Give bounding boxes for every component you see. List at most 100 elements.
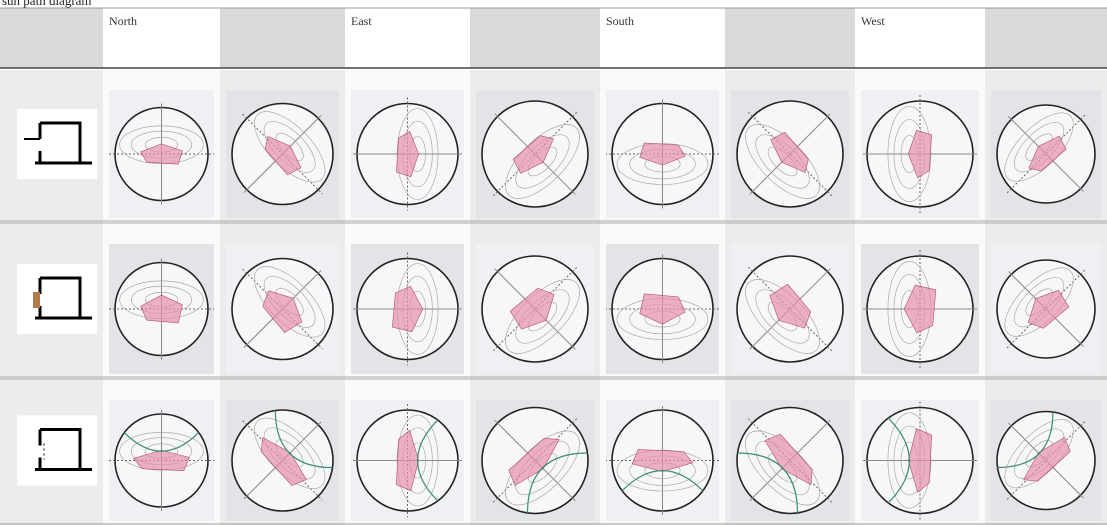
- shade-mask: [140, 294, 183, 324]
- sun-path-diagram: [731, 244, 849, 374]
- sun-arc: [505, 124, 580, 199]
- shading-icon: [17, 109, 97, 179]
- sun-path-diagram: [731, 400, 849, 521]
- sun-arc: [887, 412, 932, 509]
- diagram-lines: [606, 99, 719, 209]
- sun-path-diagram: [861, 400, 979, 521]
- sun-arc: [254, 111, 326, 183]
- shade-line: [737, 452, 799, 513]
- sun-arc: [119, 125, 204, 164]
- diagram-lines: [997, 411, 1086, 500]
- diagram-lines: [863, 250, 977, 368]
- sun-path-diagram: [109, 90, 214, 218]
- sun-arc: [745, 124, 820, 199]
- sun-path-diagram: [476, 244, 594, 374]
- sun-arc: [254, 417, 326, 489]
- shade-mask: [392, 285, 423, 333]
- icon-frame: [17, 109, 97, 179]
- shade-mask: [1028, 135, 1067, 172]
- diagram-lines: [745, 266, 833, 354]
- shade-mask: [512, 135, 554, 174]
- shade-mask: [396, 130, 419, 178]
- diagram-lines: [492, 266, 580, 354]
- shade-mask: [764, 433, 813, 486]
- diagram-lines: [737, 418, 833, 513]
- icon-wall: [35, 276, 92, 320]
- shade-line: [526, 452, 588, 513]
- diagram-lines: [1004, 112, 1086, 194]
- column-shade: [220, 8, 345, 68]
- shade-line: [274, 410, 333, 469]
- sun-path-diagram: [226, 244, 339, 374]
- shade-mask: [639, 142, 686, 166]
- shade-line: [621, 470, 704, 492]
- shade-mask: [908, 129, 932, 179]
- sun-path-diagram: [731, 90, 849, 218]
- sun-arc: [616, 143, 709, 185]
- icon-fin: [33, 292, 40, 308]
- sun-arc: [1004, 112, 1074, 182]
- sun-path-diagram: [606, 400, 719, 521]
- sun-path-diagram: [226, 400, 339, 521]
- diagram-lines: [109, 410, 214, 511]
- diagram-lines: [109, 103, 214, 205]
- shade-mask: [260, 437, 307, 486]
- diagram-lines: [492, 111, 580, 199]
- diagram-lines: [863, 401, 977, 520]
- diagram-lines: [606, 406, 719, 515]
- sun-arc: [396, 414, 439, 507]
- diagram-lines: [745, 111, 833, 199]
- shading-icon: [17, 264, 97, 334]
- sun-arc: [745, 430, 820, 506]
- shade-line: [887, 417, 910, 504]
- shade-mask: [908, 428, 932, 493]
- sun-path-diagram: [861, 244, 979, 374]
- icon-frame: [17, 415, 97, 486]
- shade-line: [123, 432, 200, 452]
- header-cell: East: [351, 14, 372, 28]
- sun-path-diagram: [476, 400, 594, 521]
- sun-path-diagram: [226, 90, 339, 218]
- shade-mask: [262, 290, 303, 333]
- sun-arc: [396, 108, 439, 200]
- sun-path-diagram: [991, 90, 1101, 218]
- icon-wall: [35, 428, 92, 471]
- caption: sun path diagram: [2, 0, 92, 8]
- sun-arc: [616, 449, 709, 492]
- sun-path-diagram: [991, 400, 1101, 521]
- sun-arc: [505, 430, 580, 506]
- shade-line: [997, 411, 1054, 469]
- shade-line: [417, 419, 439, 502]
- diagram-lines: [353, 252, 462, 366]
- sun-path-diagram: [351, 90, 464, 218]
- icon-wall: [35, 121, 92, 165]
- shade-mask: [264, 135, 302, 176]
- diagram-lines: [353, 404, 462, 517]
- diagram-lines: [109, 258, 214, 360]
- sun-arc: [887, 105, 932, 203]
- diagram-lines: [492, 418, 588, 513]
- sun-arc: [1004, 419, 1074, 489]
- shade-mask: [133, 449, 190, 472]
- shade-mask: [631, 449, 694, 472]
- shade-mask: [140, 143, 183, 165]
- sun-path-diagram: [351, 244, 464, 374]
- diagram-lines: [606, 254, 719, 364]
- icon-frame: [17, 264, 97, 334]
- diagram-lines: [1004, 267, 1086, 349]
- header-cell: North: [109, 14, 137, 28]
- shade-mask: [509, 287, 555, 330]
- shade-mask: [903, 284, 937, 334]
- shade-mask: [508, 437, 560, 486]
- diagram-lines: [353, 97, 462, 211]
- shade-mask: [770, 131, 809, 173]
- column-shade: [0, 8, 103, 68]
- sun-path-diagram: [991, 244, 1101, 374]
- column-shade: [985, 8, 1107, 68]
- sun-path-diagram: [606, 90, 719, 218]
- diagram-lines: [242, 266, 326, 350]
- diagram-lines: [863, 95, 977, 213]
- shade-mask: [639, 293, 686, 325]
